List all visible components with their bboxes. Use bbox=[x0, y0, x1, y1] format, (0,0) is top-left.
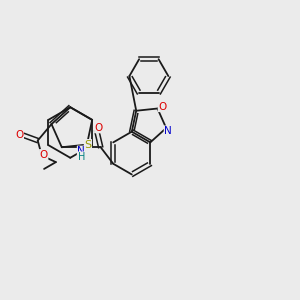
Text: O: O bbox=[158, 102, 166, 112]
Text: H: H bbox=[77, 152, 85, 162]
Text: S: S bbox=[84, 140, 92, 150]
Text: O: O bbox=[94, 123, 103, 133]
Text: N: N bbox=[77, 146, 85, 156]
Text: N: N bbox=[164, 126, 172, 136]
Text: O: O bbox=[15, 130, 23, 140]
Text: O: O bbox=[40, 150, 48, 160]
